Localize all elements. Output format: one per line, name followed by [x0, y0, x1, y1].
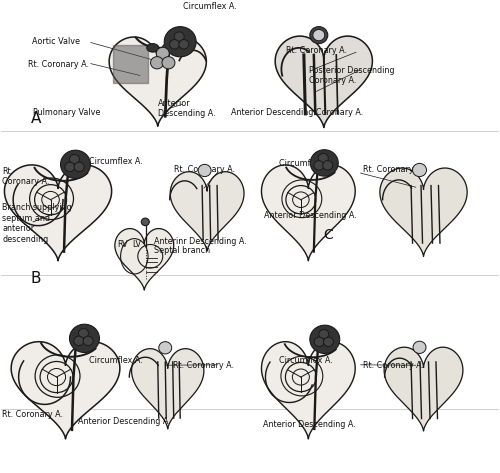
Circle shape: [65, 162, 75, 172]
Circle shape: [413, 341, 426, 353]
Polygon shape: [384, 347, 463, 431]
Text: Rt. Coronary A.: Rt. Coronary A.: [28, 60, 89, 69]
Text: Rt.
Coronary A.: Rt. Coronary A.: [2, 166, 50, 186]
Text: Circumflex A.: Circumflex A.: [90, 157, 143, 166]
Circle shape: [83, 336, 93, 346]
Text: Anterior Descending Coronary A.: Anterior Descending Coronary A.: [231, 108, 364, 117]
Circle shape: [170, 40, 179, 49]
Polygon shape: [11, 342, 120, 439]
Text: Septal branch: Septal branch: [154, 246, 210, 255]
Circle shape: [150, 57, 164, 69]
Text: Anterinr Descending A.: Anterinr Descending A.: [154, 237, 247, 246]
Text: B: B: [30, 272, 41, 286]
Text: Rt. Coronary A.: Rt. Coronary A.: [2, 410, 63, 419]
Circle shape: [142, 218, 150, 226]
Text: Circumflex A.: Circumflex A.: [90, 356, 143, 365]
Ellipse shape: [147, 44, 159, 52]
Circle shape: [159, 342, 172, 354]
Polygon shape: [262, 342, 355, 439]
Text: Rt. Coronary A.: Rt. Coronary A.: [174, 165, 235, 174]
Text: Aortic Valve: Aortic Valve: [32, 37, 80, 46]
Polygon shape: [275, 36, 372, 128]
Text: Circumflex A.: Circumflex A.: [182, 1, 236, 10]
Text: LV: LV: [132, 240, 141, 249]
Text: Pulmonary Valve: Pulmonary Valve: [33, 108, 100, 117]
Circle shape: [156, 47, 169, 60]
Polygon shape: [170, 172, 244, 251]
Text: Rt. Coronary A.: Rt. Coronary A.: [362, 165, 424, 174]
Text: Anterior
Descending A.: Anterior Descending A.: [158, 99, 216, 118]
Circle shape: [70, 155, 80, 164]
Circle shape: [324, 337, 334, 347]
Circle shape: [78, 329, 88, 338]
Polygon shape: [380, 168, 467, 256]
Circle shape: [310, 26, 328, 44]
Text: Anterior Descending A.: Anterior Descending A.: [264, 420, 356, 429]
Text: Posterior Descending
Coronary A.: Posterior Descending Coronary A.: [309, 66, 394, 85]
Text: A: A: [30, 111, 41, 126]
Circle shape: [174, 32, 184, 41]
Text: Rt. Coronary A.: Rt. Coronary A.: [363, 361, 424, 370]
Text: Rt. Coronary A.: Rt. Coronary A.: [286, 46, 348, 55]
Polygon shape: [109, 37, 206, 126]
Circle shape: [74, 336, 84, 346]
Polygon shape: [115, 228, 174, 290]
Circle shape: [74, 162, 84, 172]
Circle shape: [310, 150, 338, 176]
Text: Anterior Descending A.: Anterior Descending A.: [78, 417, 170, 426]
Circle shape: [60, 150, 90, 178]
Text: Branch supplying
septum and
anterior
descending: Branch supplying septum and anterior des…: [2, 203, 72, 244]
Circle shape: [310, 325, 340, 353]
Text: Anterior Descending A.: Anterior Descending A.: [264, 210, 356, 219]
Circle shape: [164, 26, 196, 57]
Polygon shape: [132, 349, 204, 429]
Circle shape: [70, 324, 100, 352]
Circle shape: [318, 153, 328, 163]
Circle shape: [319, 330, 329, 339]
Circle shape: [162, 57, 175, 69]
Polygon shape: [262, 165, 355, 261]
Text: Rt. Coronary A.: Rt. Coronary A.: [172, 361, 234, 370]
Text: RV: RV: [118, 240, 128, 249]
Circle shape: [314, 161, 324, 170]
Text: Circumflex A.: Circumflex A.: [279, 158, 332, 168]
Polygon shape: [4, 165, 112, 261]
Circle shape: [198, 164, 211, 176]
Text: C: C: [324, 228, 333, 243]
Circle shape: [412, 163, 426, 176]
Circle shape: [179, 40, 189, 49]
Circle shape: [313, 29, 325, 41]
Circle shape: [314, 337, 324, 347]
Circle shape: [322, 161, 332, 170]
Text: Circumflex A.: Circumflex A.: [279, 356, 332, 365]
